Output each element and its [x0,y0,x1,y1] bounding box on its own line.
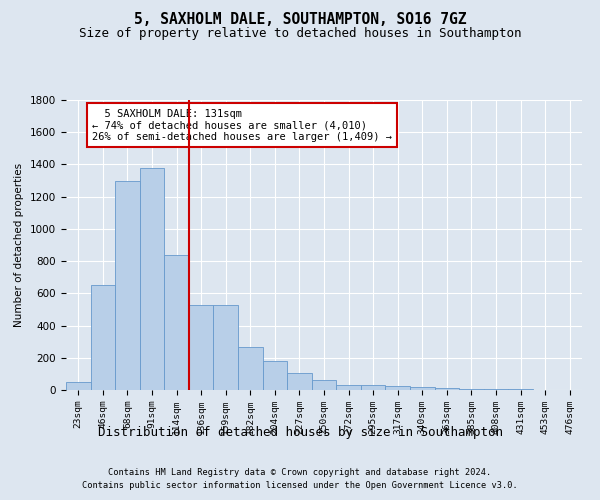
Bar [238,346,263,390]
Bar [287,373,312,390]
Bar [164,254,189,390]
Text: Size of property relative to detached houses in Southampton: Size of property relative to detached ho… [79,28,521,40]
Text: Distribution of detached houses by size in Southampton: Distribution of detached houses by size … [97,426,503,439]
Bar [312,380,336,390]
Bar [91,286,115,390]
Bar [410,387,434,390]
Bar [484,389,508,390]
Bar [263,361,287,390]
Bar [140,168,164,390]
Text: 5, SAXHOLM DALE, SOUTHAMPTON, SO16 7GZ: 5, SAXHOLM DALE, SOUTHAMPTON, SO16 7GZ [134,12,466,28]
Bar [66,382,91,390]
Y-axis label: Number of detached properties: Number of detached properties [14,163,25,327]
Bar [115,180,140,390]
Bar [459,388,484,390]
Text: Contains HM Land Registry data © Crown copyright and database right 2024.: Contains HM Land Registry data © Crown c… [109,468,491,477]
Bar [214,304,238,390]
Bar [361,385,385,390]
Bar [189,304,214,390]
Text: Contains public sector information licensed under the Open Government Licence v3: Contains public sector information licen… [82,480,518,490]
Bar [385,386,410,390]
Bar [434,388,459,390]
Bar [336,385,361,390]
Text: 5 SAXHOLM DALE: 131sqm
← 74% of detached houses are smaller (4,010)
26% of semi-: 5 SAXHOLM DALE: 131sqm ← 74% of detached… [92,108,392,142]
